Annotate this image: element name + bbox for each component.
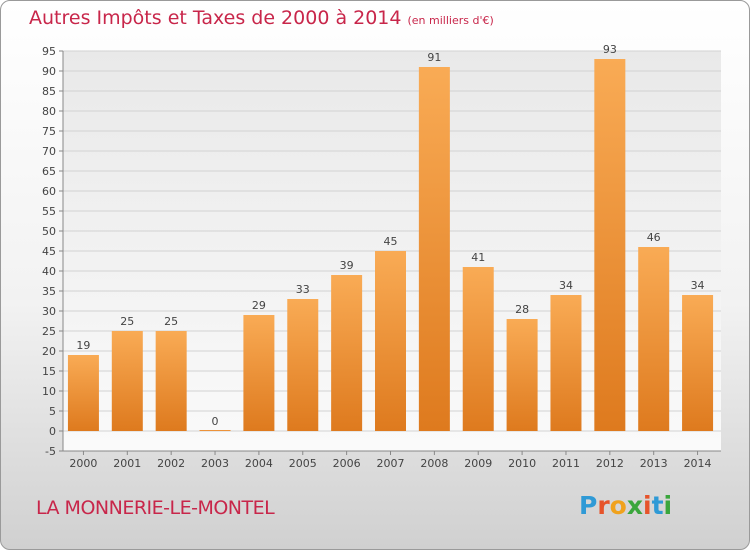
chart-unit: (en milliers d'€) <box>407 14 494 27</box>
proxiti-logo: Proxiti <box>579 491 673 520</box>
x-tick-label: 2011 <box>552 457 580 470</box>
y-axis: -5 0 5 10 15 20 25 30 35 40 45 50 55 60 65 70 75 80 85 90 95 <box>42 45 64 458</box>
data-label: 91 <box>427 51 441 64</box>
data-label: 41 <box>471 251 485 264</box>
y-tick-label: 50 <box>42 225 56 238</box>
y-tick-label: 40 <box>42 265 56 278</box>
y-tick-label: 30 <box>42 305 56 318</box>
bar-2006 <box>331 275 363 431</box>
data-label: 39 <box>340 259 354 272</box>
x-tick-label: 2003 <box>201 457 229 470</box>
y-tick-label: 20 <box>42 345 56 358</box>
x-tick-label: 2014 <box>684 457 712 470</box>
x-tick-label: 2004 <box>245 457 273 470</box>
data-label: 25 <box>120 315 134 328</box>
data-label: 19 <box>76 339 90 352</box>
bar-2008 <box>418 67 450 431</box>
bar-2010 <box>506 319 538 431</box>
y-tick-label: 35 <box>42 285 56 298</box>
data-label: 28 <box>515 303 529 316</box>
bar-2002 <box>155 331 187 431</box>
y-tick-label: 25 <box>42 325 56 338</box>
y-tick-label: 60 <box>42 185 56 198</box>
data-label: 46 <box>647 231 661 244</box>
bar-2011 <box>550 295 582 431</box>
data-label: 0 <box>212 415 219 428</box>
data-label: 25 <box>164 315 178 328</box>
x-tick-label: 2012 <box>596 457 624 470</box>
place-name: LA MONNERIE-LE-MONTEL <box>36 497 275 519</box>
bar-2014 <box>682 295 714 431</box>
x-tick-label: 2000 <box>69 457 97 470</box>
bar-2004 <box>243 315 275 431</box>
bar-2013 <box>638 247 670 431</box>
x-tick-label: 2005 <box>289 457 317 470</box>
y-tick-label: 5 <box>49 405 56 418</box>
data-label: 34 <box>691 279 705 292</box>
y-tick-label: 95 <box>42 45 56 58</box>
bar-2001 <box>111 331 143 431</box>
y-tick-label: 55 <box>42 205 56 218</box>
y-tick-label: 15 <box>42 365 56 378</box>
y-tick-label: 75 <box>42 125 56 138</box>
y-tick-label: 10 <box>42 385 56 398</box>
y-tick-label: 85 <box>42 85 56 98</box>
y-tick-label: 80 <box>42 105 56 118</box>
bar-2005 <box>287 299 319 431</box>
x-tick-label: 2010 <box>508 457 536 470</box>
x-tick-label: 2013 <box>640 457 668 470</box>
y-tick-label: 90 <box>42 65 56 78</box>
x-tick-label: 2006 <box>333 457 361 470</box>
x-tick-label: 2001 <box>113 457 141 470</box>
bar-2012 <box>594 59 626 431</box>
y-tick-label: -5 <box>45 445 56 458</box>
x-tick-label: 2007 <box>377 457 405 470</box>
data-label: 29 <box>252 299 266 312</box>
bar-2007 <box>375 251 406 431</box>
y-tick-label: 65 <box>42 165 56 178</box>
x-tick-label: 2008 <box>420 457 448 470</box>
y-tick-label: 0 <box>49 425 56 438</box>
bar-2003 <box>199 430 231 431</box>
x-axis: 2000 2001 2002 2003 2004 2005 2006 2007 2008 2009… <box>63 450 721 470</box>
chart-title-text: Autres Impôts et Taxes de 2000 à 2014 <box>29 7 402 29</box>
chart-title: Autres Impôts et Taxes de 2000 à 2014 (en… <box>29 7 494 29</box>
x-tick-label: 2002 <box>157 457 185 470</box>
x-tick-label: 2009 <box>464 457 492 470</box>
data-label: 93 <box>603 43 617 56</box>
data-label: 34 <box>559 279 573 292</box>
bars: 19 25 25 0 29 33 39 45 91 41 28 34 93 46 34 <box>67 43 714 431</box>
data-label: 45 <box>384 235 398 248</box>
data-label: 33 <box>296 283 310 296</box>
bar-2009 <box>462 267 494 431</box>
y-tick-label: 70 <box>42 145 56 158</box>
bar-2000 <box>67 355 99 431</box>
y-tick-label: 45 <box>42 245 56 258</box>
